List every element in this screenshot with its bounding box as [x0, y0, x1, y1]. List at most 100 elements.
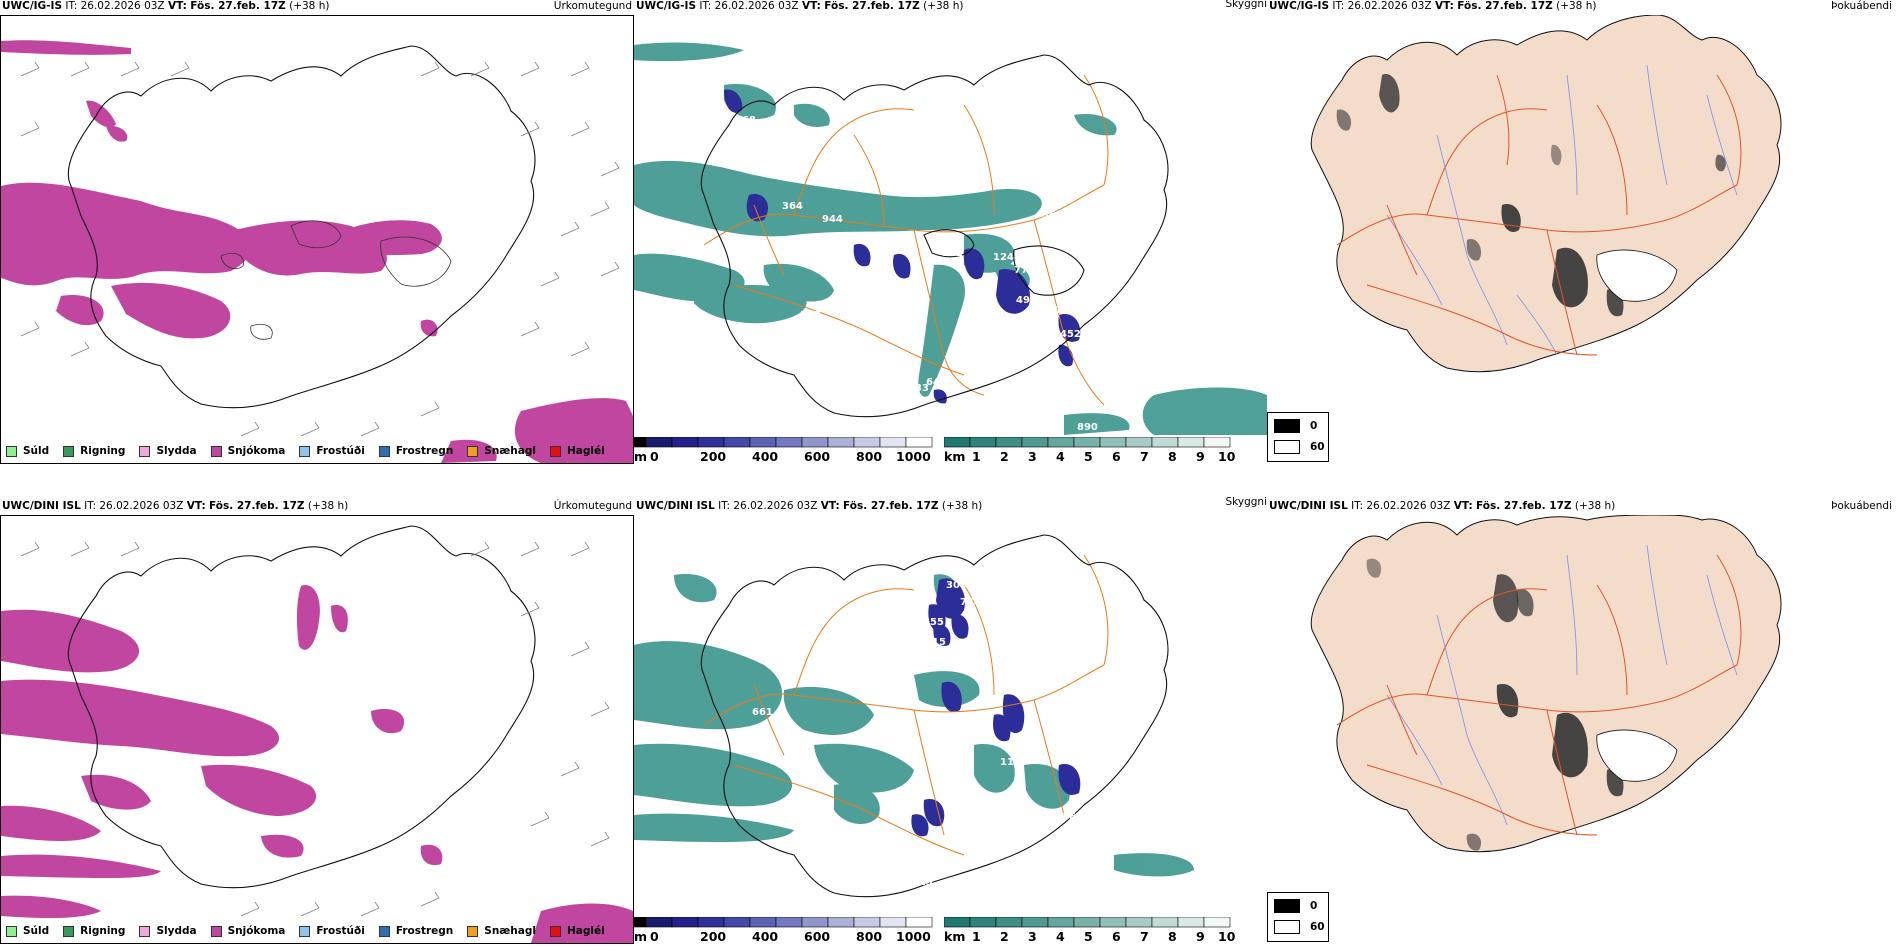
row1-precip-map [0, 15, 634, 464]
row2-fog-panel: UWC/DINI ISL IT: 26.02.2026 03Z VT: Fös.… [1267, 480, 1900, 950]
ceiling-label: 123 [912, 877, 933, 888]
visibility-unit-label: km [944, 449, 966, 464]
visibility-unit-label: km [944, 929, 966, 944]
visibility-areas [634, 574, 1194, 877]
glacier-white [1596, 729, 1678, 782]
ceiling-label: 357 [800, 310, 821, 321]
row1-precip-header: UWC/IG-IS IT: 26.02.2026 03Z VT: Fös. 27… [2, 0, 330, 12]
row2-precip-map [0, 515, 634, 944]
row2-cloud-map: 300 744 55 15 166 167 661 73 70 118 36 7… [634, 515, 1267, 915]
ceiling-label: 233 [908, 383, 929, 394]
visibility-tick: 6 [1112, 449, 1121, 464]
row1-cloud-title: Skyggni [1225, 0, 1268, 10]
row2-precip-legend: Súld Rigning Slydda Snjókoma Frostúði Fr… [6, 925, 619, 937]
legend-item-snaehagl: Snæhagl [467, 445, 536, 457]
ceiling-label: 490 [1016, 295, 1037, 306]
ceiling-label: 76 [870, 254, 884, 265]
ceiling-label: 118 [1000, 757, 1021, 768]
fog-legend-item-0: 0 [1274, 419, 1317, 433]
row2-cloud-title: Skyggni [1225, 496, 1268, 508]
row1-precip-title: Úrkomutegund [553, 0, 632, 12]
iceland-coastline [700, 534, 1169, 898]
legend-item-slydda: Slydda [139, 445, 197, 457]
visibility-tick: 5 [1084, 449, 1093, 464]
ceiling-label: 36 [1062, 812, 1076, 823]
ceiling-label: 129 [888, 244, 909, 255]
ceiling-unit-label: m [634, 929, 648, 944]
ceiling-label: 744 [960, 597, 981, 608]
ceiling-label: 76 [912, 857, 926, 868]
ceiling-label: 364 [782, 201, 803, 212]
fog-legend-item-0: 0 [1274, 899, 1317, 913]
fog-legend-item-60: 60 [1274, 920, 1325, 934]
legend-item-suld: Súld [6, 925, 49, 937]
wind-barbs [20, 541, 610, 917]
ceiling-tick: 600 [804, 449, 831, 464]
visibility-tick: 4 [1056, 929, 1065, 944]
row1-visibility-colorbar: km 1 2 3 4 5 6 7 8 9 10 [944, 437, 1244, 467]
visibility-tick: 1 [972, 449, 981, 464]
ceiling-label: 192 [1055, 305, 1076, 316]
fog-legend-item-60: 60 [1274, 440, 1325, 454]
ceiling-label: 15 [932, 637, 946, 648]
glacier-white [1596, 249, 1678, 302]
iceland-land [1310, 515, 1782, 853]
legend-item-suld: Súld [6, 445, 49, 457]
row2-precip-panel: UWC/DINI ISL IT: 26.02.2026 03Z VT: Fös.… [0, 480, 634, 950]
legend-item-frostregn: Frostregn [378, 445, 453, 457]
legend-item-slydda: Slydda [139, 925, 197, 937]
ceiling-label: 68 [742, 115, 756, 126]
row2-fog-map [1267, 515, 1900, 915]
fog-road-network [1336, 74, 1742, 356]
rivers [1386, 64, 1738, 356]
legend-item-haglel: Haglél [549, 925, 605, 937]
row1-cloud-header: UWC/IG-IS IT: 26.02.2026 03Z VT: Fös. 27… [636, 0, 964, 12]
ceiling-label: 70 [1010, 737, 1024, 748]
legend-item-frostudi: Frostúði [299, 445, 365, 457]
ceiling-tick: 200 [700, 449, 727, 464]
row2-fog-legend: 0 60 [1267, 892, 1329, 942]
row2-visibility-colorbar: km 1 2 3 4 5 6 7 8 9 10 [944, 917, 1244, 947]
legend-item-frostudi: Frostúði [299, 925, 365, 937]
row2-ceiling-colorbar: m 0 200 400 600 800 1000 [634, 917, 934, 947]
row1-fog-title: Þokuábendi [1831, 0, 1892, 12]
visibility-tick: 3 [1028, 929, 1037, 944]
ceiling-label: 452 [1060, 329, 1081, 340]
visibility-tick: 10 [1218, 929, 1236, 944]
iceland-coastline [67, 45, 536, 409]
ceiling-label: 124 [993, 252, 1014, 263]
ceiling-tick: 800 [856, 929, 883, 944]
wind-barbs [20, 61, 620, 437]
glacier-outlines [220, 220, 452, 340]
row1-fog-legend: 0 60 [1267, 412, 1329, 462]
ceiling-labels: 68 364 944 76 129 102 124 77 490 363 192… [742, 115, 1098, 433]
legend-item-snjokoma: Snjókoma [210, 445, 285, 457]
visibility-tick: 7 [1140, 929, 1149, 944]
visibility-tick: 8 [1168, 929, 1177, 944]
iceland-coastline [67, 525, 536, 889]
ceiling-labels: 300 744 55 15 166 167 661 73 70 118 36 7… [752, 580, 1076, 908]
ceiling-unit-label: m [634, 449, 648, 464]
ceiling-label: 661 [752, 707, 773, 718]
ceiling-tick: 800 [856, 449, 883, 464]
ceiling-label: 64 [926, 377, 940, 388]
row1-cloud-panel: UWC/IG-IS IT: 26.02.2026 03Z VT: Fös. 27… [634, 0, 1267, 470]
ceiling-label: 59 [914, 897, 928, 908]
visibility-tick: 1 [972, 929, 981, 944]
ceiling-tick: 600 [804, 929, 831, 944]
visibility-tick: 9 [1196, 449, 1205, 464]
row1-fog-panel: UWC/IG-IS IT: 26.02.2026 03Z VT: Fös. 27… [1267, 0, 1900, 470]
legend-item-snaehagl: Snæhagl [467, 925, 536, 937]
row1-precip-panel: UWC/IG-IS IT: 26.02.2026 03Z VT: Fös. 27… [0, 0, 634, 470]
ceiling-label: 300 [946, 580, 967, 591]
visibility-tick: 8 [1168, 449, 1177, 464]
ceiling-tick: 1000 [896, 929, 931, 944]
iceland-coastline [700, 54, 1169, 418]
ceiling-tick: 400 [752, 929, 779, 944]
row2-fog-header: UWC/DINI ISL IT: 26.02.2026 03Z VT: Fös.… [1269, 500, 1616, 512]
visibility-tick: 7 [1140, 449, 1149, 464]
iceland-land [1310, 15, 1782, 373]
legend-item-snjokoma: Snjókoma [210, 925, 285, 937]
road-network [703, 554, 1109, 856]
ceiling-label: 167 [950, 652, 971, 663]
